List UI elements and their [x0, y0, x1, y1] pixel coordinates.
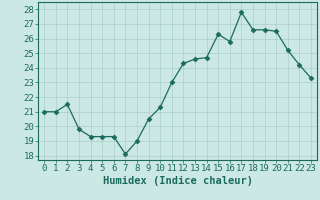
- X-axis label: Humidex (Indice chaleur): Humidex (Indice chaleur): [103, 176, 252, 186]
